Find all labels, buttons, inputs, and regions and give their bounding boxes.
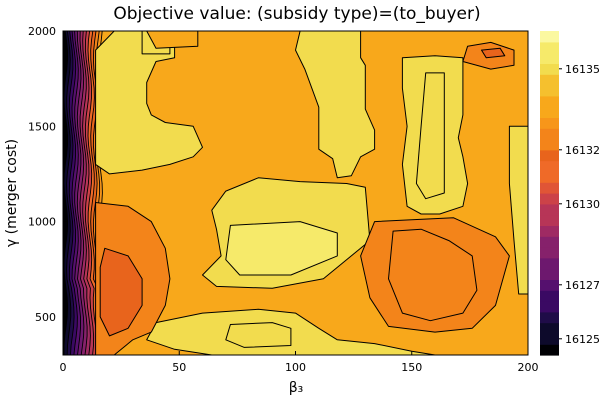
y-axis-label: γ (merger cost) (4, 139, 20, 247)
colorbar-swatch (540, 203, 559, 216)
colorbar-swatch (540, 322, 559, 334)
colorbar-swatch (540, 214, 559, 226)
colorbar-swatch (540, 52, 559, 64)
plot-area (63, 31, 528, 355)
colorbar-swatch (540, 31, 559, 43)
colorbar-swatch (540, 41, 559, 54)
contour-region (388, 228, 478, 322)
colorbar-tick-label: 16135 (565, 63, 600, 76)
contour-region (415, 72, 445, 200)
colorbar-swatch (540, 149, 559, 162)
colorbar-swatch (540, 74, 559, 86)
x-tick-label: 200 (518, 361, 539, 374)
colorbar-swatch (540, 279, 559, 291)
y-tick-label: 1500 (28, 120, 56, 133)
colorbar-swatch (540, 344, 559, 356)
colorbar-swatch (540, 236, 559, 248)
x-tick-label: 50 (172, 361, 186, 374)
gradient-band (63, 31, 69, 355)
colorbar-swatch (540, 225, 559, 237)
colorbar-swatch (540, 182, 559, 194)
colorbar-swatch (540, 333, 559, 345)
axes: 0 50 100 150 200 500 1000 1500 2000 (28, 25, 539, 374)
colorbar: 16125 16127 16130 16132 16135 (540, 31, 600, 356)
colorbar-swatch (540, 247, 559, 259)
y-tick-label: 1000 (28, 216, 56, 229)
colorbar-swatch (540, 290, 559, 302)
contour-fills (63, 31, 528, 355)
colorbar-tick-label: 16130 (565, 198, 600, 211)
y-tick-label: 500 (35, 311, 56, 324)
contour-region (225, 322, 292, 348)
colorbar-swatch (540, 128, 559, 140)
colorbar-tick-label: 16132 (565, 144, 600, 157)
x-axis-label: β₃ (289, 380, 304, 396)
colorbar-swatch (540, 171, 559, 183)
chart-title: Objective value: (subsidy type)=(to_buye… (113, 4, 480, 24)
colorbar-tick-label: 16125 (565, 333, 600, 346)
colorbar-tick-label: 16127 (565, 279, 600, 292)
colorbar-swatch (540, 257, 559, 270)
contour-region (95, 31, 203, 175)
colorbar-swatch (540, 193, 559, 205)
colorbar-swatch (540, 63, 559, 75)
contour-region (481, 47, 506, 59)
colorbar-swatch (540, 268, 559, 280)
colorbar-swatch (540, 95, 559, 108)
x-tick-label: 0 (60, 361, 67, 374)
contour-region (99, 247, 143, 337)
colorbar-swatch (540, 85, 559, 97)
contour-region (508, 125, 528, 295)
colorbar-swatch (540, 301, 559, 313)
contour-region (225, 221, 338, 276)
colorbar-swatch (540, 139, 559, 151)
contour-region (146, 31, 199, 49)
y-tick-label: 2000 (28, 25, 56, 38)
colorbar-swatch (540, 106, 559, 118)
colorbar-swatch (540, 117, 559, 129)
x-tick-label: 100 (285, 361, 306, 374)
colorbar-swatch (540, 311, 559, 324)
colorbar-swatch (540, 160, 559, 172)
x-tick-label: 150 (401, 361, 422, 374)
contour-region (295, 31, 376, 179)
